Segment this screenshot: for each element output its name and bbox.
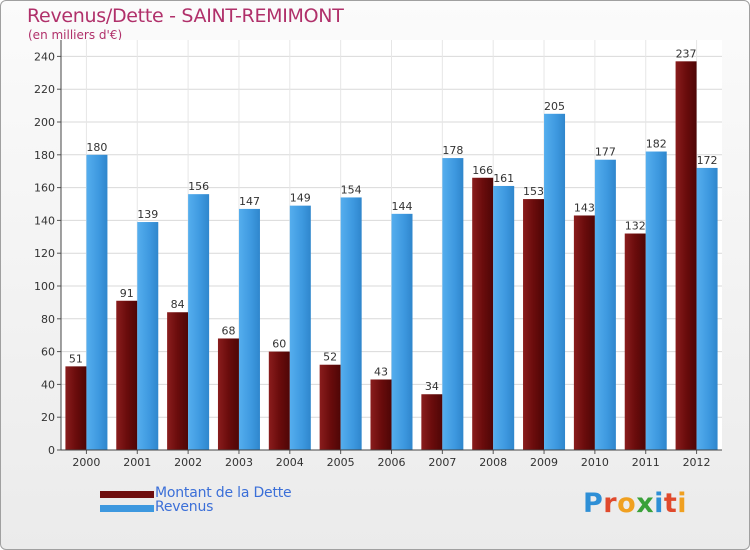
logo-letter: x (636, 488, 655, 519)
logo-letter: i (677, 488, 688, 519)
y-tick-label: 100 (34, 280, 55, 293)
x-tick-label: 2002 (174, 456, 202, 469)
x-tick-label: 2003 (225, 456, 253, 469)
x-tick-label: 2005 (327, 456, 355, 469)
bar-revenus (188, 194, 210, 450)
y-tick-label: 220 (34, 83, 55, 96)
bar-revenus (442, 158, 464, 450)
x-tick-label: 2009 (530, 456, 558, 469)
y-tick-label: 40 (41, 378, 55, 391)
data-label-dette: 84 (171, 298, 185, 311)
bar-revenus (544, 113, 566, 451)
data-label-dette: 166 (472, 164, 493, 177)
bar-revenus (238, 208, 260, 450)
y-tick-label: 120 (34, 247, 55, 260)
bar-dette (523, 199, 545, 450)
data-label-dette: 237 (676, 47, 697, 60)
data-label-dette: 34 (425, 380, 439, 393)
data-label-revenus: 154 (341, 183, 362, 196)
x-tick-label: 2012 (683, 456, 711, 469)
y-tick-label: 160 (34, 182, 55, 195)
chart-title: Revenus/Dette - SAINT-REMIMONT (27, 5, 344, 27)
bar-dette (268, 351, 290, 450)
bar-revenus (594, 159, 616, 450)
data-label-revenus: 144 (392, 200, 413, 213)
y-tick-label: 140 (34, 214, 55, 227)
chart-subtitle: (en milliers d'€) (28, 28, 123, 42)
data-label-revenus: 139 (137, 208, 158, 221)
bar-dette (319, 364, 341, 450)
data-label-revenus: 180 (86, 141, 107, 154)
data-label-dette: 153 (523, 185, 544, 198)
proxiti-logo: Proxiti (583, 488, 687, 519)
logo-letter: o (617, 488, 637, 519)
x-tick-label: 2000 (72, 456, 100, 469)
bar-dette (370, 379, 392, 450)
bar-dette (116, 300, 138, 450)
x-tick-label: 2008 (479, 456, 507, 469)
logo-letter: r (603, 488, 618, 519)
data-label-revenus: 156 (188, 180, 209, 193)
data-label-revenus: 172 (697, 154, 718, 167)
logo-letter: t (663, 488, 678, 519)
x-tick-label: 2001 (123, 456, 151, 469)
logo-letter: i (654, 488, 664, 519)
bar-revenus (493, 185, 515, 450)
data-label-revenus: 205 (544, 100, 565, 113)
bar-dette (472, 177, 494, 450)
data-label-revenus: 147 (239, 195, 260, 208)
y-tick-label: 180 (34, 149, 55, 162)
y-tick-label: 200 (34, 116, 55, 129)
data-label-dette: 68 (221, 324, 235, 337)
y-tick-label: 0 (48, 444, 55, 457)
bar-revenus (340, 197, 362, 450)
bar-dette (167, 312, 189, 450)
bar-revenus (86, 154, 108, 451)
data-label-revenus: 149 (290, 192, 311, 205)
bar-dette (217, 338, 239, 450)
data-label-dette: 52 (323, 351, 337, 364)
legend-label-revenus: Revenus (155, 499, 214, 515)
x-tick-label: 2006 (378, 456, 406, 469)
y-tick-label: 60 (41, 346, 55, 359)
data-label-dette: 51 (69, 352, 83, 365)
data-label-revenus: 177 (595, 146, 616, 159)
bar-revenus (137, 222, 159, 450)
x-tick-label: 2004 (276, 456, 304, 469)
x-tick-label: 2007 (428, 456, 456, 469)
bar-revenus (391, 213, 413, 450)
x-tick-label: 2010 (581, 456, 609, 469)
y-tick-label: 20 (41, 411, 55, 424)
bar-dette (624, 233, 646, 450)
data-label-revenus: 182 (646, 138, 667, 151)
legend-label-dette: Montant de la Dette (155, 485, 292, 501)
data-label-dette: 91 (120, 287, 134, 300)
legend-swatch-dette (100, 491, 154, 498)
legend-swatch-revenus (100, 505, 154, 512)
bar-dette (65, 366, 87, 450)
bar-dette (573, 215, 595, 450)
x-tick-label: 2011 (632, 456, 660, 469)
data-label-dette: 132 (625, 220, 646, 233)
y-tick-label: 80 (41, 313, 55, 326)
data-label-dette: 143 (574, 201, 595, 214)
logo-letter: P (583, 488, 604, 519)
bar-revenus (289, 205, 311, 450)
bar-dette (675, 61, 697, 450)
bar-revenus (645, 151, 667, 450)
data-label-dette: 60 (272, 338, 286, 351)
data-label-revenus: 178 (442, 144, 463, 157)
bar-dette (421, 394, 443, 450)
data-label-revenus: 161 (493, 172, 514, 185)
data-label-dette: 43 (374, 365, 388, 378)
bar-revenus (696, 167, 718, 451)
y-tick-label: 240 (34, 50, 55, 63)
